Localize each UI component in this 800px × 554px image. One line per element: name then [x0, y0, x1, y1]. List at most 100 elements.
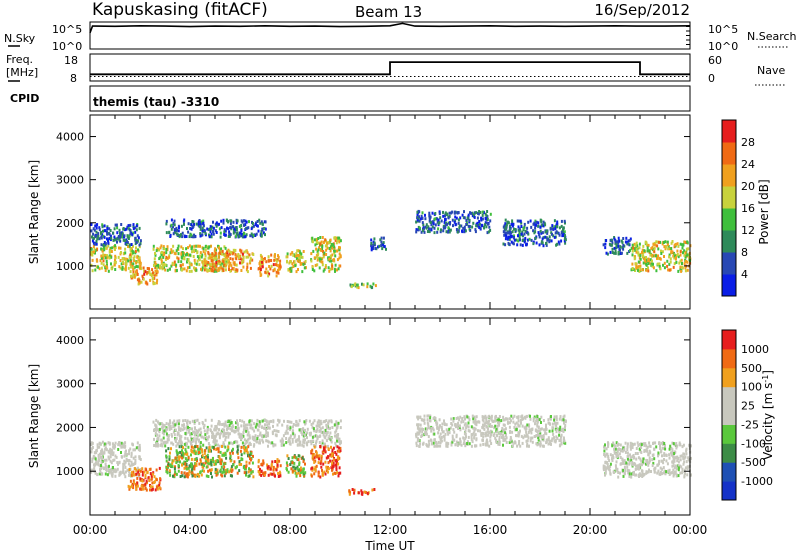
range-cell: [193, 464, 196, 468]
range-cell: [622, 446, 625, 450]
range-cell: [123, 445, 126, 449]
range-cell: [313, 238, 316, 242]
range-cell: [642, 244, 645, 248]
range-cell: [334, 269, 336, 273]
range-cell: [243, 223, 246, 227]
range-cell: [609, 238, 612, 242]
range-cell: [216, 431, 219, 435]
range-cell: [478, 226, 481, 229]
range-cell: [323, 446, 326, 450]
range-cell: [293, 435, 296, 439]
range-cell: [633, 247, 636, 251]
range-cell: [286, 425, 289, 429]
range-cell: [642, 261, 645, 265]
range-cell: [100, 230, 103, 234]
range-cell: [252, 224, 255, 228]
range-cell: [299, 471, 302, 474]
range-cell: [262, 231, 265, 235]
range-cell: [504, 227, 507, 231]
range-cell: [250, 419, 253, 423]
range-cell: [93, 242, 96, 246]
range-cell: [550, 231, 553, 235]
range-cell: [108, 464, 110, 468]
range-cell: [540, 427, 543, 431]
range-cell: [635, 250, 638, 254]
range-cell: [204, 261, 207, 265]
range-cell: [427, 439, 430, 443]
range-cell: [437, 428, 440, 432]
range-cell: [213, 249, 216, 253]
range-cell: [337, 462, 340, 466]
range-cell: [238, 460, 241, 464]
range-cell: [266, 423, 269, 427]
range-cell: [522, 226, 525, 230]
range-cell: [516, 444, 519, 448]
range-cell: [149, 467, 152, 471]
range-cell: [144, 482, 147, 486]
range-cell: [266, 439, 269, 443]
range-cell: [491, 419, 494, 423]
range-cell: [635, 264, 638, 268]
range-cell: [266, 434, 269, 438]
range-cell: [135, 472, 138, 476]
range-cell: [151, 481, 154, 485]
range-cell: [611, 241, 614, 245]
range-cell: [153, 273, 156, 277]
range-cell: [121, 470, 124, 474]
range-cell: [648, 449, 651, 453]
range-cell: [508, 224, 511, 228]
range-cell: [475, 423, 478, 427]
range-cell: [262, 227, 265, 231]
range-cell: [657, 256, 660, 260]
range-cell: [233, 227, 236, 231]
range-cell: [679, 250, 682, 254]
range-cell: [126, 241, 129, 245]
range-cell: [176, 256, 179, 260]
range-cell: [482, 442, 485, 446]
range-cell: [616, 449, 619, 453]
range-cell: [351, 283, 354, 287]
range-cell: [102, 259, 105, 263]
range-cell: [108, 442, 111, 446]
range-cell: [186, 427, 189, 431]
range-cell: [174, 428, 177, 432]
range-cell: [158, 434, 161, 438]
range-cell: [146, 270, 149, 274]
range-cell: [179, 460, 181, 464]
range-cell: [183, 222, 185, 226]
range-cell: [370, 244, 373, 248]
range-cell: [207, 459, 210, 463]
range-cell: [161, 444, 164, 448]
range-cell: [373, 488, 376, 491]
range-cell: [324, 460, 327, 464]
range-cell: [236, 452, 239, 456]
range-cell: [186, 452, 189, 456]
range-cell: [613, 237, 616, 241]
range-cell: [315, 424, 318, 428]
range-cell: [483, 427, 486, 431]
range-cell: [170, 248, 173, 252]
range-cell: [301, 255, 304, 259]
range-cell: [452, 417, 455, 421]
range-cell: [643, 249, 646, 253]
range-cell: [290, 260, 292, 264]
range-cell: [504, 218, 507, 222]
range-cell: [535, 419, 538, 423]
range-cell: [212, 220, 214, 224]
range-cell: [479, 429, 482, 433]
range-cell: [118, 460, 121, 464]
range-cell: [175, 422, 178, 426]
range-cell: [273, 429, 276, 433]
range-cell: [609, 453, 612, 457]
range-cell: [272, 468, 275, 472]
range-cell: [617, 447, 620, 451]
range-cell: [102, 263, 105, 267]
range-cell: [658, 256, 661, 260]
range-cell: [277, 264, 280, 268]
range-cell: [529, 414, 531, 418]
range-cell: [331, 450, 334, 454]
range-cell: [684, 466, 687, 470]
range-cell: [272, 444, 275, 448]
range-cell: [152, 247, 155, 251]
range-cell: [227, 227, 230, 231]
